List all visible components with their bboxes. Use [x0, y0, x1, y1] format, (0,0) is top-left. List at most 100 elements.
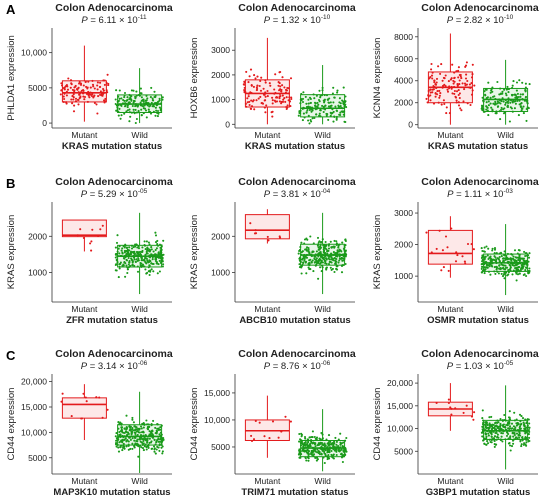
data-point — [451, 63, 454, 66]
data-point — [343, 257, 346, 260]
box-mutant — [427, 229, 473, 265]
data-point — [82, 84, 85, 87]
data-point — [135, 426, 138, 429]
data-point — [481, 249, 484, 253]
data-point — [299, 245, 302, 249]
data-point — [499, 93, 502, 96]
data-point — [498, 110, 501, 113]
data-point — [155, 441, 158, 444]
data-point — [321, 238, 324, 241]
data-point — [304, 446, 307, 449]
data-point — [485, 437, 488, 440]
data-point — [429, 76, 432, 79]
data-point — [302, 112, 305, 115]
data-point — [455, 99, 458, 102]
data-point — [297, 114, 300, 117]
data-point — [494, 272, 497, 275]
data-point — [147, 426, 151, 429]
data-point — [301, 257, 304, 260]
data-point — [340, 448, 343, 451]
data-point — [250, 105, 254, 108]
x-axis-label: ZFR mutation status — [66, 315, 158, 326]
data-point — [489, 96, 492, 99]
data-point — [92, 85, 95, 88]
data-point — [511, 86, 514, 89]
data-point — [266, 235, 269, 238]
x-tick-label: Wild — [131, 304, 148, 314]
data-point — [310, 436, 313, 439]
data-point — [247, 95, 250, 98]
x-tick-label: Mutant — [254, 476, 281, 486]
data-point — [142, 426, 145, 429]
data-point — [307, 438, 310, 441]
data-point — [328, 457, 331, 460]
data-point — [119, 436, 122, 439]
data-point — [151, 97, 154, 100]
data-point — [512, 425, 515, 428]
data-point — [114, 435, 117, 438]
data-point — [500, 99, 503, 102]
data-point — [500, 263, 503, 266]
data-point — [154, 443, 157, 446]
y-tick-label: 0 — [42, 118, 47, 128]
data-point — [527, 256, 531, 259]
data-point — [514, 270, 517, 273]
data-point — [429, 91, 432, 94]
y-tick-label: 5000 — [211, 442, 230, 452]
data-point — [336, 249, 339, 253]
data-point — [333, 449, 336, 452]
data-point — [155, 109, 158, 112]
data-point — [140, 259, 143, 262]
data-point — [486, 426, 489, 429]
data-point — [323, 254, 326, 257]
data-point — [121, 439, 124, 442]
data-point — [481, 421, 485, 425]
data-point — [332, 445, 335, 448]
panel-letter-a: A — [6, 2, 16, 17]
data-point — [142, 442, 145, 445]
data-point — [336, 91, 339, 94]
data-point — [330, 112, 333, 115]
data-point — [327, 247, 331, 250]
data-point — [316, 236, 320, 239]
data-point — [487, 270, 491, 273]
data-point — [263, 106, 266, 109]
data-point — [323, 244, 326, 247]
data-point — [133, 446, 136, 449]
data-point — [338, 259, 341, 262]
x-tick-label: Mutant — [437, 304, 464, 314]
data-point — [267, 239, 270, 242]
data-point — [452, 82, 455, 85]
data-point — [117, 450, 121, 453]
x-tick-label: Mutant — [254, 304, 281, 314]
data-point — [144, 268, 147, 271]
data-point — [288, 96, 291, 99]
data-point — [325, 438, 328, 441]
data-point — [120, 114, 123, 117]
data-point — [481, 417, 484, 420]
data-point — [91, 83, 95, 86]
data-point — [511, 273, 514, 276]
data-point — [435, 81, 438, 84]
data-point — [243, 80, 246, 83]
chart-title: Colon Adenocarcinoma — [421, 176, 539, 188]
data-point — [129, 94, 132, 97]
data-point — [253, 108, 256, 111]
data-point — [311, 109, 314, 112]
data-point — [156, 101, 159, 104]
data-point — [280, 90, 283, 93]
data-point — [509, 449, 512, 452]
data-point — [519, 440, 522, 443]
data-point — [301, 97, 305, 100]
data-point — [461, 82, 464, 85]
data-point — [264, 95, 267, 98]
data-point — [298, 257, 301, 260]
data-point — [247, 92, 250, 95]
data-point — [315, 105, 319, 108]
data-point — [493, 248, 497, 251]
data-point — [500, 272, 503, 275]
data-point — [320, 452, 323, 455]
data-point — [123, 445, 126, 448]
data-point — [147, 443, 150, 446]
x-tick-label: Wild — [497, 304, 514, 314]
